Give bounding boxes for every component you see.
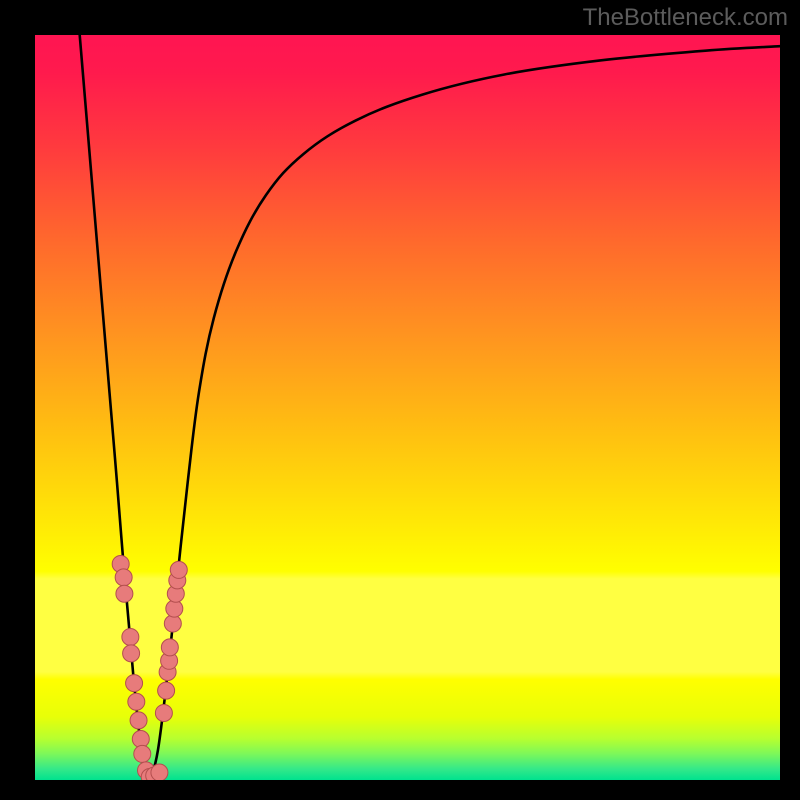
data-marker [132, 731, 149, 748]
bottleneck-chart [0, 0, 800, 800]
data-marker [158, 682, 175, 699]
data-marker [122, 628, 139, 645]
frame-edge [780, 0, 800, 800]
data-marker [164, 615, 181, 632]
data-marker [155, 704, 172, 721]
watermark-text: TheBottleneck.com [583, 4, 788, 32]
data-marker [161, 639, 178, 656]
data-marker [128, 693, 145, 710]
data-marker [123, 645, 140, 662]
frame-edge [0, 780, 800, 800]
data-marker [170, 561, 187, 578]
data-marker [134, 745, 151, 762]
data-marker [130, 712, 147, 729]
data-marker [115, 569, 132, 586]
frame-edge [0, 0, 35, 800]
data-marker [116, 585, 133, 602]
plot-background [35, 35, 780, 780]
chart-stage: TheBottleneck.com [0, 0, 800, 800]
data-marker [151, 764, 168, 781]
data-marker [126, 675, 143, 692]
data-marker [166, 600, 183, 617]
